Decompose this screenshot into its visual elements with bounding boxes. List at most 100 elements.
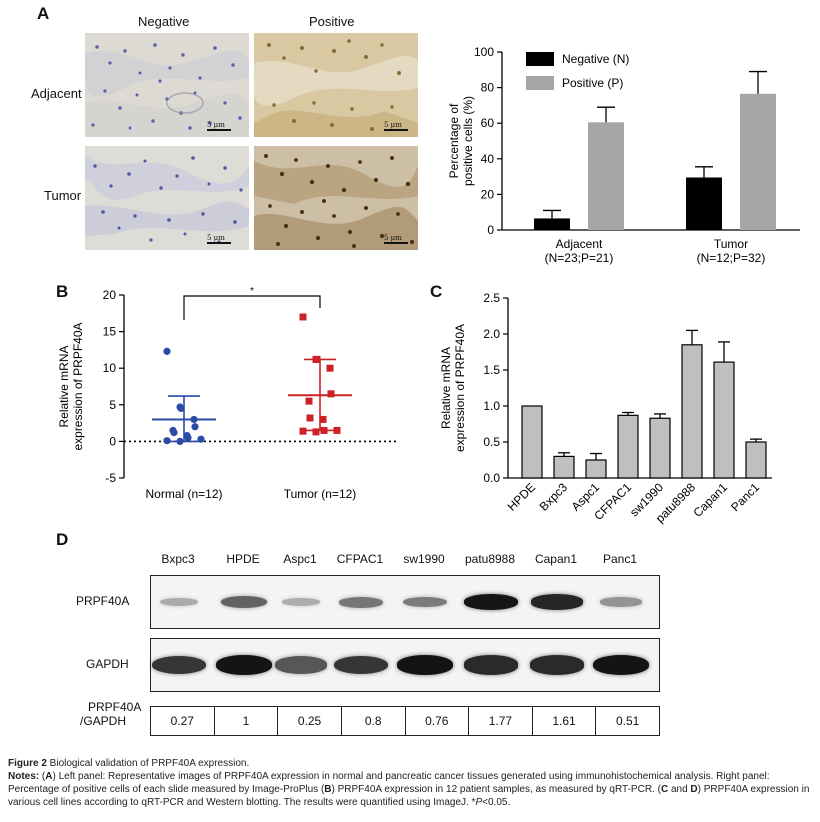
lane-label: sw1990	[403, 552, 445, 566]
blot-band	[339, 596, 383, 608]
y-tick-label: 40	[481, 152, 495, 166]
lane-label: CFPAC1	[336, 552, 384, 566]
x-tick-label: HPDE	[505, 480, 538, 513]
y-axis-label-line2: expression of PRPF40A	[71, 322, 85, 450]
x-tick-label: Capan1	[690, 480, 730, 520]
ratio-cell: 1.77	[468, 707, 532, 735]
data-point	[333, 426, 341, 434]
y-tick-label: 10	[103, 361, 117, 375]
y-tick-label: 80	[481, 81, 495, 95]
data-point	[163, 437, 171, 445]
data-point	[299, 313, 307, 321]
data-point	[184, 434, 192, 442]
panel-c-letter: C	[430, 282, 443, 301]
ihc-image-tumor-positive: 5 μm	[254, 146, 418, 250]
western-blot-prpf40a	[150, 575, 660, 629]
data-point	[163, 347, 171, 355]
legend-label: Negative (N)	[562, 52, 629, 66]
data-point	[191, 423, 199, 431]
row-adjacent-label: Adjacent	[31, 86, 82, 101]
x-tick-label: Bxpc3	[537, 480, 571, 514]
notes-italic: P	[475, 797, 483, 808]
ratio-cell: 0.8	[340, 707, 405, 735]
data-point	[326, 364, 334, 372]
ihc-image-adjacent-positive: 5 μm	[254, 33, 418, 137]
bar	[681, 344, 703, 479]
scale-bar: 5 μm	[207, 121, 231, 131]
y-axis-label-line1: Relative mRNA	[58, 345, 71, 427]
y-axis-label: Relative mRNAexpression of PRPF40A	[439, 324, 467, 452]
chart-a-positive-cells: 0 20 40 60 80 100 Percentage ofpositive cells …	[447, 45, 800, 265]
row-label-prpf40a: PRPF40A	[76, 594, 130, 608]
notes-text: <0.05.	[482, 797, 511, 808]
y-tick-label: 60	[481, 116, 495, 130]
x-tick-label: Tumor	[714, 237, 748, 251]
y-tick-label: 0.0	[483, 471, 500, 485]
scale-bar: 5 μm	[207, 234, 231, 244]
bar	[745, 441, 767, 479]
y-tick-label: 15	[103, 325, 117, 339]
data-point	[319, 415, 327, 423]
figure-title: Biological validation of PRPF40A express…	[46, 758, 250, 769]
data-point	[177, 404, 185, 413]
ratio-table: 0.27 1 0.25 0.8 0.76 1.77 1.61 0.51	[150, 706, 660, 736]
lane-label: HPDE	[226, 552, 260, 566]
bar	[585, 459, 607, 479]
panel-b-letter: B	[56, 282, 69, 301]
y-axis-label: Percentage ofpositive cells (%)	[447, 96, 475, 186]
y-tick-label: 2.5	[483, 291, 500, 305]
legend-swatch	[526, 52, 554, 66]
blot-band	[333, 655, 389, 675]
ihc-image-tumor-negative: 5 μm	[85, 146, 249, 250]
data-point	[327, 390, 335, 398]
x-tick-label: Tumor (n=12)	[284, 487, 357, 501]
row-label-gapdh: GAPDH	[86, 657, 129, 671]
col-negative-label: Negative	[138, 14, 190, 29]
notes-text: ) Left panel: Representative images of P…	[8, 771, 770, 795]
blot-band	[592, 654, 650, 676]
notes-text: ) PRPF40A expression in various cell lin…	[8, 784, 810, 808]
x-tick-label: Normal (n=12)	[145, 487, 222, 501]
y-axis-label-line1: Relative mRNA	[439, 347, 453, 429]
blot-band	[221, 596, 267, 608]
y-tick-label: 0	[487, 223, 494, 237]
lane-label: Capan1	[534, 552, 578, 566]
blot-band	[529, 655, 585, 675]
bar	[588, 122, 624, 230]
lane-label: Panc1	[602, 552, 638, 566]
ratio-cell: 0.25	[277, 707, 341, 735]
significance-bracket	[183, 295, 321, 320]
significance-star: *	[250, 286, 254, 297]
chart-b-patient-samples: -5 0 5 10 15 20 Relative mRNAexpression of PRP…	[58, 286, 398, 501]
y-axis-label-line2: positive cells (%)	[461, 96, 475, 186]
ihc-image-adjacent-negative: 5 μm	[85, 33, 249, 137]
x-tick-sublabel: (N=12;P=32)	[697, 251, 766, 265]
bar	[521, 405, 543, 479]
bar	[740, 93, 776, 230]
ratio-cell: 1	[213, 707, 278, 735]
figure-caption-notes: Notes: (A) Left panel: Representative im…	[8, 770, 812, 809]
ratio-cell: 0.51	[595, 707, 659, 735]
lane-label: Bxpc3	[161, 552, 195, 566]
data-point	[312, 428, 320, 436]
ratio-label-line2: /GAPDH	[80, 714, 127, 728]
notes-text: ) PRPF40A expression in 12 patient sampl…	[331, 784, 661, 795]
scale-bar: 5 μm	[384, 121, 408, 131]
col-positive-label: Positive	[309, 14, 355, 29]
notes-ref: A	[45, 771, 53, 782]
notes-text: and	[668, 784, 691, 795]
y-tick-label: 5	[109, 398, 116, 412]
y-tick-label: 2.0	[483, 327, 500, 341]
scale-label: 5 μm	[384, 234, 402, 242]
ratio-cell: 0.76	[404, 707, 469, 735]
lane-label: patu8988	[464, 552, 516, 566]
data-point	[305, 397, 313, 405]
blot-band	[403, 596, 447, 608]
bar	[713, 361, 735, 479]
data-point	[170, 429, 178, 437]
y-axis-label: Relative mRNAexpression of PRPF40A	[58, 322, 85, 450]
figure-caption-title: Figure 2 Biological validation of PRPF40…	[8, 757, 812, 770]
bar	[553, 455, 575, 479]
scale-bar: 5 μm	[384, 234, 408, 244]
y-axis-label-line1: Percentage of	[447, 103, 461, 178]
